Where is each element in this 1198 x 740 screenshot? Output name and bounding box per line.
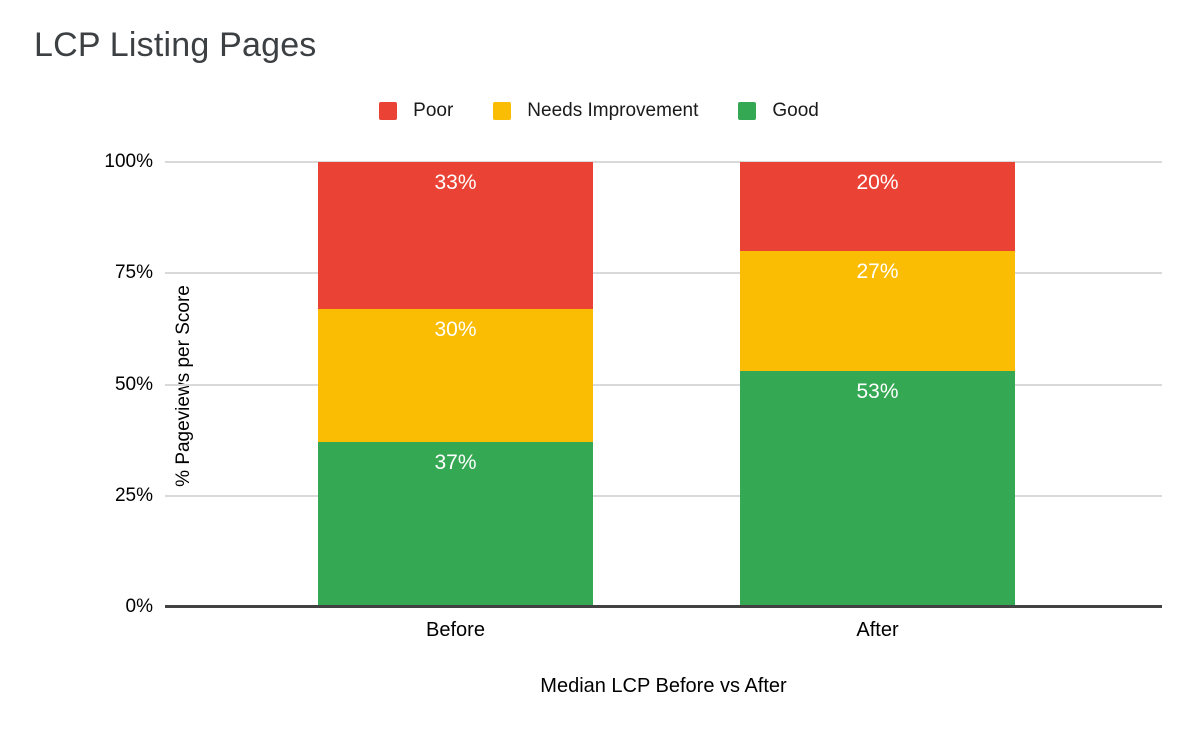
legend-item-poor: Poor	[379, 100, 453, 122]
legend: Poor Needs Improvement Good	[0, 100, 1198, 122]
legend-label: Good	[772, 100, 819, 121]
bar-segment-value: 33%	[434, 171, 477, 195]
chart-title: LCP Listing Pages	[34, 26, 317, 64]
bar-segment-value: 37%	[434, 451, 477, 475]
gridline	[165, 161, 1162, 163]
legend-swatch-good	[738, 102, 757, 120]
y-tick-label: 50%	[114, 373, 153, 395]
bar-segment-needs-improvement-after: 27%	[740, 251, 1015, 372]
plot-area: % Pageviews per Score 0% 25% 50% 75% 100% 37%…	[104, 152, 1162, 641]
legend-item-needs-improvement: Needs Improvement	[493, 100, 698, 122]
bar-segment-poor-after: 20%	[740, 162, 1015, 251]
x-axis-title: Median LCP Before vs After	[540, 675, 787, 697]
legend-label: Poor	[413, 100, 454, 121]
bar-segment-value: 53%	[856, 380, 899, 404]
bar-segment-value: 20%	[856, 171, 899, 194]
y-axis-title: % Pageviews per Score	[173, 285, 194, 487]
bar-segment-poor-before: 33%	[318, 162, 593, 309]
x-tick-label-before: Before	[426, 619, 485, 641]
legend-swatch-poor	[379, 102, 398, 120]
x-tick-label-after: After	[856, 619, 899, 641]
y-tick-label: 100%	[104, 151, 153, 172]
y-tick-label: 25%	[114, 484, 153, 506]
legend-item-good: Good	[738, 100, 819, 122]
bar-segment-value: 27%	[856, 260, 899, 284]
bar-segment-value: 30%	[434, 317, 477, 341]
y-tick-label: 0%	[125, 596, 153, 617]
bar-segment-needs-improvement-before: 30%	[318, 308, 593, 443]
bar-after: 53% 27% 20%	[740, 162, 1015, 607]
x-axis-line	[165, 605, 1162, 608]
gridline	[165, 383, 1162, 386]
gridline	[165, 494, 1162, 497]
gridline	[165, 272, 1162, 275]
legend-label: Needs Improvement	[527, 100, 699, 121]
bar-segment-good-after: 53%	[740, 371, 1015, 607]
bar-before: 37% 30% 33%	[318, 162, 593, 607]
bar-segment-good-before: 37%	[318, 442, 593, 607]
legend-swatch-needs-improvement	[493, 102, 512, 120]
y-tick-label: 75%	[114, 262, 153, 284]
